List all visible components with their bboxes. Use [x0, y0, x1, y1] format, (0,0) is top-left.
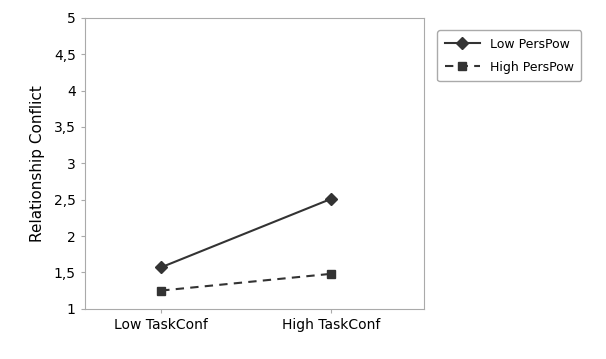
- Legend: Low PersPow, High PersPow: Low PersPow, High PersPow: [438, 30, 581, 81]
- Y-axis label: Relationship Conflict: Relationship Conflict: [30, 85, 45, 242]
